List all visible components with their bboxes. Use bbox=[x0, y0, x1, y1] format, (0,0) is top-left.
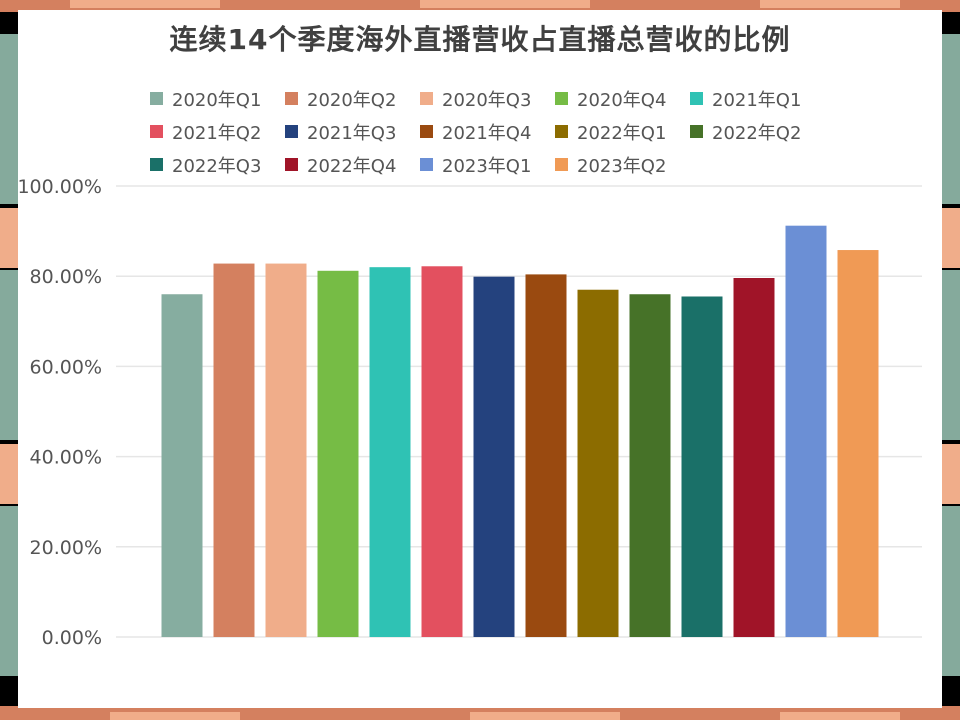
legend-swatch bbox=[285, 125, 298, 138]
legend-item: 2020年Q1 bbox=[150, 86, 285, 112]
legend-swatch bbox=[420, 92, 433, 105]
legend-swatch bbox=[150, 92, 163, 105]
legend-swatch bbox=[420, 125, 433, 138]
bar-4 bbox=[317, 270, 359, 637]
legend-label: 2020年Q1 bbox=[172, 89, 262, 111]
bar-5 bbox=[369, 267, 411, 637]
legend-label: 2021年Q1 bbox=[712, 89, 802, 111]
legend-item: 2022年Q1 bbox=[555, 119, 690, 145]
legend-label: 2021年Q4 bbox=[442, 122, 532, 144]
bar-9 bbox=[577, 289, 619, 637]
legend-item: 2021年Q1 bbox=[690, 86, 825, 112]
legend-item: 2021年Q2 bbox=[150, 119, 285, 145]
legend-swatch bbox=[150, 158, 163, 171]
bar-7 bbox=[473, 276, 515, 637]
bar-12 bbox=[733, 278, 775, 637]
y-tick-label: 40.00% bbox=[30, 447, 102, 469]
bar-13 bbox=[785, 225, 827, 638]
legend-item: 2022年Q3 bbox=[150, 152, 285, 178]
legend-item: 2020年Q3 bbox=[420, 86, 555, 112]
y-tick-label: 80.00% bbox=[30, 266, 102, 288]
bar-14 bbox=[837, 250, 879, 638]
legend-label: 2022年Q1 bbox=[577, 122, 667, 144]
legend-label: 2021年Q2 bbox=[172, 122, 262, 144]
y-tick-label: 20.00% bbox=[30, 537, 102, 559]
legend-label: 2020年Q2 bbox=[307, 89, 397, 111]
legend-label: 2022年Q2 bbox=[712, 122, 802, 144]
legend-item: 2022年Q2 bbox=[690, 119, 825, 145]
bar-6 bbox=[421, 266, 463, 637]
legend-item: 2020年Q2 bbox=[285, 86, 420, 112]
y-tick-label: 60.00% bbox=[30, 356, 102, 378]
bar-10 bbox=[629, 294, 671, 637]
bar-3 bbox=[265, 263, 307, 637]
chart-legend: 2020年Q1 2020年Q2 2020年Q3 2020年Q4 2021年Q1 2021年… bbox=[150, 82, 850, 181]
legend-swatch bbox=[690, 125, 703, 138]
legend-swatch bbox=[285, 158, 298, 171]
bar-11 bbox=[681, 296, 723, 637]
legend-label: 2020年Q3 bbox=[442, 89, 532, 111]
legend-label: 2022年Q4 bbox=[307, 155, 397, 177]
legend-item: 2022年Q4 bbox=[285, 152, 420, 178]
legend-item: 2021年Q4 bbox=[420, 119, 555, 145]
chart-title: 连续14个季度海外直播营收占直播总营收的比例 bbox=[169, 23, 791, 56]
legend-label: 2021年Q3 bbox=[307, 122, 397, 144]
legend-label: 2020年Q4 bbox=[577, 89, 667, 111]
legend-item: 2020年Q4 bbox=[555, 86, 690, 112]
bar-1 bbox=[161, 294, 203, 637]
legend-swatch bbox=[555, 125, 568, 138]
legend-item: 2023年Q1 bbox=[420, 152, 555, 178]
bar-8 bbox=[525, 274, 567, 637]
legend-row: 2021年Q2 2021年Q3 2021年Q4 2022年Q1 2022年Q2 bbox=[150, 115, 850, 148]
legend-row: 2020年Q1 2020年Q2 2020年Q3 2020年Q4 2021年Q1 bbox=[150, 82, 850, 115]
legend-swatch bbox=[555, 158, 568, 171]
legend-item: 2021年Q3 bbox=[285, 119, 420, 145]
legend-swatch bbox=[285, 92, 298, 105]
legend-label: 2023年Q1 bbox=[442, 155, 532, 177]
legend-row: 2022年Q3 2022年Q4 2023年Q1 2023年Q2 bbox=[150, 148, 850, 181]
bar-2 bbox=[213, 263, 255, 637]
legend-swatch bbox=[555, 92, 568, 105]
y-tick-label: 100.00% bbox=[17, 176, 102, 198]
legend-label: 2023年Q2 bbox=[577, 155, 667, 177]
legend-swatch bbox=[420, 158, 433, 171]
y-tick-label: 0.00% bbox=[42, 627, 102, 649]
legend-swatch bbox=[690, 92, 703, 105]
legend-label: 2022年Q3 bbox=[172, 155, 262, 177]
legend-swatch bbox=[150, 125, 163, 138]
legend-item: 2023年Q2 bbox=[555, 152, 690, 178]
